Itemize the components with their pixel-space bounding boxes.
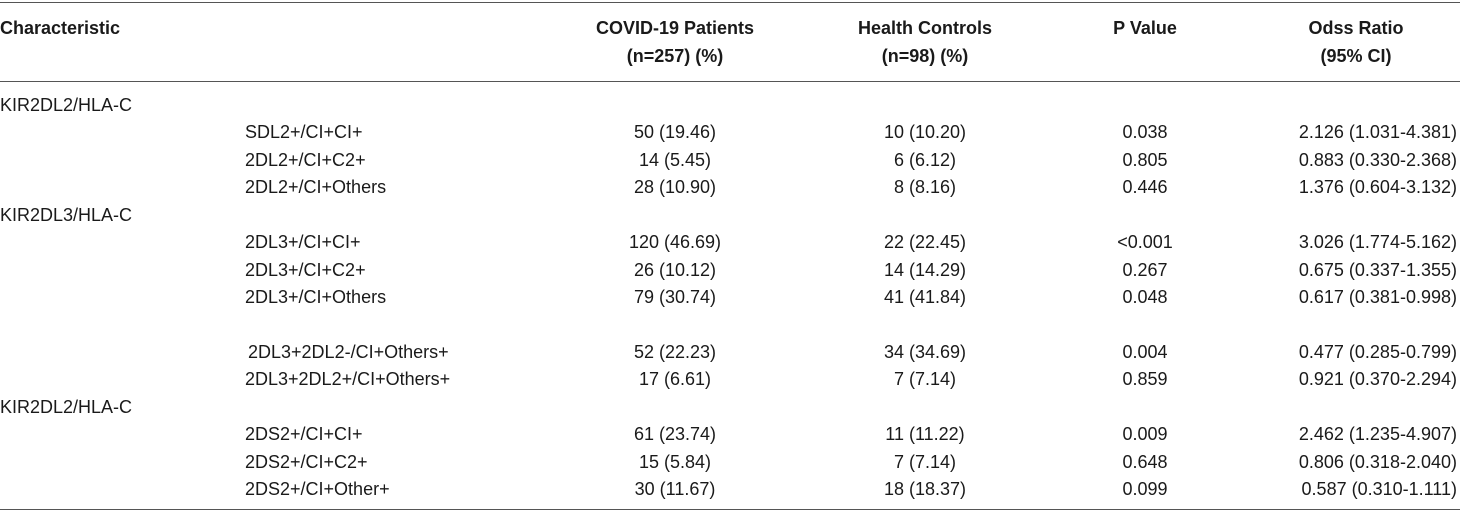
- header-controls: Health Controls (n=98) (%): [815, 14, 1035, 70]
- row-controls: 18 (18.37): [883, 479, 967, 499]
- row-patients: 28 (10.90): [633, 177, 717, 197]
- row-odds-ratio: 0.883 (0.330-2.368): [1298, 150, 1457, 170]
- header-patients-line1: COVID-19 Patients: [595, 18, 755, 38]
- row-patients: 79 (30.74): [633, 287, 717, 307]
- row-patients: 17 (6.61): [638, 369, 712, 389]
- row-odds-ratio: 2.126 (1.031-4.381): [1298, 122, 1457, 142]
- row-pvalue: 0.048: [1122, 287, 1168, 307]
- row-name: 2DS2+/CI+Other+: [245, 479, 390, 499]
- row-controls: 11 (11.22): [885, 424, 965, 444]
- header-controls-line1: Health Controls: [857, 18, 992, 38]
- row-controls: 34 (34.69): [883, 342, 967, 362]
- row-patients: 52 (22.23): [633, 342, 717, 362]
- row-pvalue: 0.859: [1122, 369, 1168, 389]
- header-odds-line2: (95% CI): [1320, 46, 1392, 66]
- bottom-rule: [0, 509, 1460, 510]
- group-label: KIR2DL2/HLA-C: [0, 95, 133, 115]
- header-odds-ratio: Odss Ratio (95% CI): [1255, 14, 1457, 70]
- row-patients: 15 (5.84): [638, 452, 712, 472]
- header-characteristic: Characteristic: [0, 18, 121, 38]
- row-name: 2DL3+2DL2-/CI+Others+: [248, 342, 449, 362]
- row-odds-ratio: 0.587 (0.310-1.111): [1301, 479, 1457, 499]
- row-name: 2DL3+/CI+C2+: [245, 260, 366, 280]
- header-controls-line2: (n=98) (%): [881, 46, 969, 66]
- row-controls: 14 (14.29): [883, 260, 967, 280]
- row-controls: 22 (22.45): [883, 232, 967, 252]
- row-pvalue: 0.267: [1122, 260, 1168, 280]
- row-odds-ratio: 0.806 (0.318-2.040): [1298, 452, 1457, 472]
- row-name: 2DL3+/CI+Others: [245, 287, 387, 307]
- row-pvalue: 0.805: [1122, 150, 1168, 170]
- row-pvalue: 0.038: [1122, 122, 1168, 142]
- row-pvalue: 0.009: [1122, 424, 1168, 444]
- row-patients: 30 (11.67): [634, 479, 716, 499]
- row-controls: 41 (41.84): [883, 287, 967, 307]
- header-pvalue: P Value: [1113, 18, 1177, 38]
- top-rule: [0, 2, 1460, 3]
- row-odds-ratio: 0.921 (0.370-2.294): [1298, 369, 1457, 389]
- row-name: 2DL3+2DL2+/CI+Others+: [245, 369, 451, 389]
- row-odds-ratio: 0.477 (0.285-0.799): [1298, 342, 1457, 362]
- row-odds-ratio: 0.675 (0.337-1.355): [1298, 260, 1457, 280]
- row-controls: 8 (8.16): [893, 177, 957, 197]
- header-odds-line1: Odss Ratio: [1308, 18, 1404, 38]
- row-name: 2DL2+/CI+Others: [245, 177, 387, 197]
- header-patients: COVID-19 Patients (n=257) (%): [560, 14, 790, 70]
- row-controls: 6 (6.12): [893, 150, 957, 170]
- header-rule: [0, 81, 1460, 82]
- header-patients-line2: (n=257) (%): [626, 46, 724, 66]
- row-pvalue: 0.099: [1122, 479, 1168, 499]
- row-controls: 7 (7.14): [893, 369, 957, 389]
- row-pvalue: 0.446: [1122, 177, 1168, 197]
- row-odds-ratio: 1.376 (0.604-3.132): [1298, 177, 1457, 197]
- group-label: KIR2DL3/HLA-C: [0, 205, 133, 225]
- row-name: 2DS2+/CI+C2+: [245, 452, 368, 472]
- row-patients: 14 (5.45): [638, 150, 712, 170]
- row-pvalue: <0.001: [1117, 232, 1173, 252]
- row-controls: 10 (10.20): [883, 122, 967, 142]
- row-patients: 120 (46.69): [628, 232, 722, 252]
- row-odds-ratio: 0.617 (0.381-0.998): [1298, 287, 1457, 307]
- row-name: 2DS2+/CI+CI+: [245, 424, 363, 444]
- row-controls: 7 (7.14): [893, 452, 957, 472]
- row-odds-ratio: 2.462 (1.235-4.907): [1298, 424, 1457, 444]
- row-patients: 61 (23.74): [633, 424, 717, 444]
- row-odds-ratio: 3.026 (1.774-5.162): [1298, 232, 1457, 252]
- row-name: 2DL2+/CI+C2+: [245, 150, 366, 170]
- row-patients: 26 (10.12): [633, 260, 717, 280]
- row-name: 2DL3+/CI+CI+: [245, 232, 361, 252]
- group-label: KIR2DL2/HLA-C: [0, 397, 133, 417]
- row-patients: 50 (19.46): [633, 122, 717, 142]
- row-pvalue: 0.648: [1122, 452, 1168, 472]
- row-pvalue: 0.004: [1122, 342, 1168, 362]
- row-name: SDL2+/CI+CI+: [245, 122, 363, 142]
